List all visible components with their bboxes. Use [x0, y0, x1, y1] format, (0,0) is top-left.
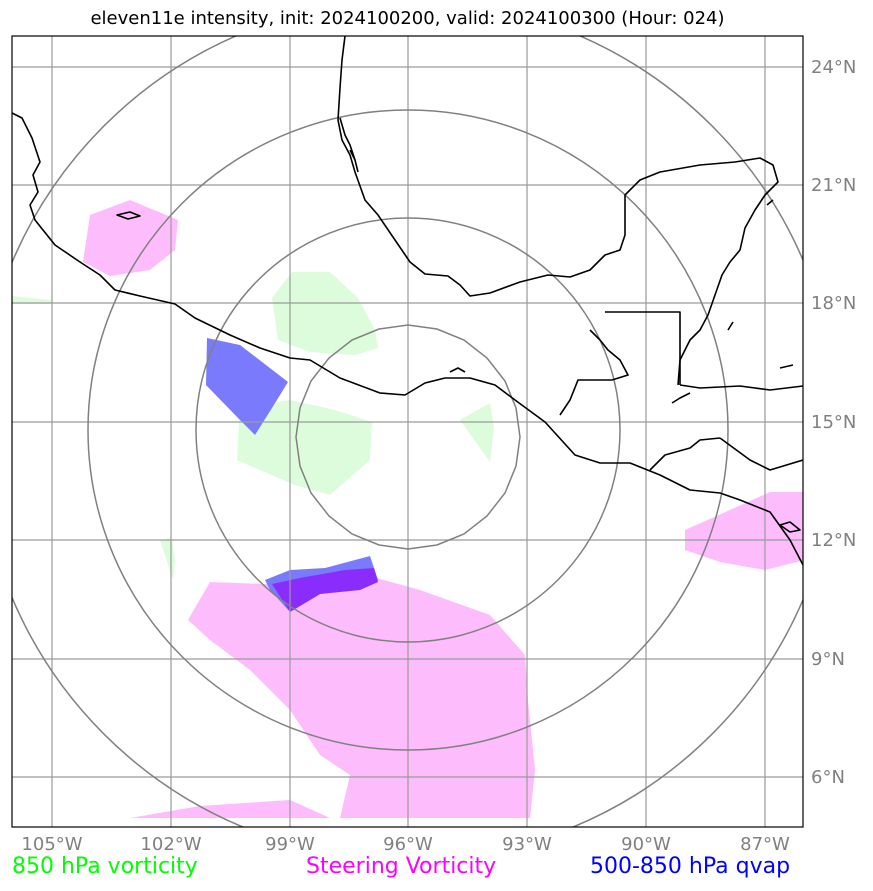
guatemala-border — [605, 311, 681, 385]
vort850-center — [237, 400, 372, 495]
longitude-labels: 105°W 102°W 99°W 96°W 93°W 90°W 87°W — [21, 834, 790, 855]
yucatan-west — [559, 329, 629, 416]
island-6 — [766, 199, 774, 206]
legend-850hpa-vorticity: 850 hPa vorticity — [12, 854, 198, 879]
lat-label: 6°N — [811, 767, 845, 788]
lon-label: 90°W — [621, 834, 671, 855]
steering-region-south — [188, 572, 535, 818]
lat-label: 24°N — [811, 57, 856, 78]
qvap-regions — [206, 338, 378, 612]
gulf-coast — [337, 36, 779, 386]
island-7 — [671, 392, 691, 404]
lon-label: 87°W — [740, 834, 790, 855]
vorticity-850-regions — [12, 272, 494, 580]
range-ring-3 — [87, 109, 729, 751]
east-coast — [719, 437, 803, 471]
steering-region-west — [83, 200, 178, 276]
lagoon-2 — [349, 149, 359, 173]
graticule — [12, 36, 803, 827]
range-ring-1 — [295, 324, 521, 550]
lat-label: 15°N — [811, 412, 856, 433]
range-ring-2 — [195, 217, 621, 643]
legend-qvap: 500-850 hPa qvap — [590, 854, 791, 879]
qvap-south-core — [272, 568, 378, 612]
lat-label: 18°N — [811, 293, 856, 314]
island-3 — [727, 321, 734, 331]
pacific-coast — [12, 112, 803, 566]
vort850-east — [460, 403, 494, 462]
vort850-north — [272, 272, 378, 355]
latitude-labels: 24°N 21°N 18°N 15°N 12°N 9°N 6°N — [811, 57, 856, 788]
coastlines — [12, 36, 803, 566]
steering-region-bottom — [130, 800, 330, 818]
island-1 — [116, 211, 141, 220]
axes-frame — [11, 35, 804, 828]
steering-vorticity-regions — [83, 200, 803, 818]
central-america-east — [679, 384, 803, 391]
lat-label: 9°N — [811, 649, 845, 670]
lat-label: 12°N — [811, 530, 856, 551]
legend-steering-vorticity: Steering Vorticity — [306, 854, 497, 879]
lon-label: 102°W — [140, 834, 201, 855]
lon-label: 96°W — [383, 834, 433, 855]
island-4 — [449, 367, 466, 373]
lon-label: 99°W — [265, 834, 315, 855]
map-title: eleven11e intensity, init: 2024100200, v… — [90, 8, 725, 29]
island-2 — [779, 364, 794, 369]
lat-label: 21°N — [811, 175, 856, 196]
vort850-edge — [12, 296, 52, 304]
lagoon-1 — [339, 117, 356, 161]
range-rings — [12, 36, 803, 827]
lon-label: 105°W — [21, 834, 82, 855]
honduras-border — [649, 437, 721, 471]
island-5 — [779, 521, 801, 533]
vort850-sw — [160, 538, 175, 580]
steering-region-east — [685, 492, 803, 570]
qvap-north — [206, 338, 288, 435]
lon-label: 93°W — [502, 834, 552, 855]
